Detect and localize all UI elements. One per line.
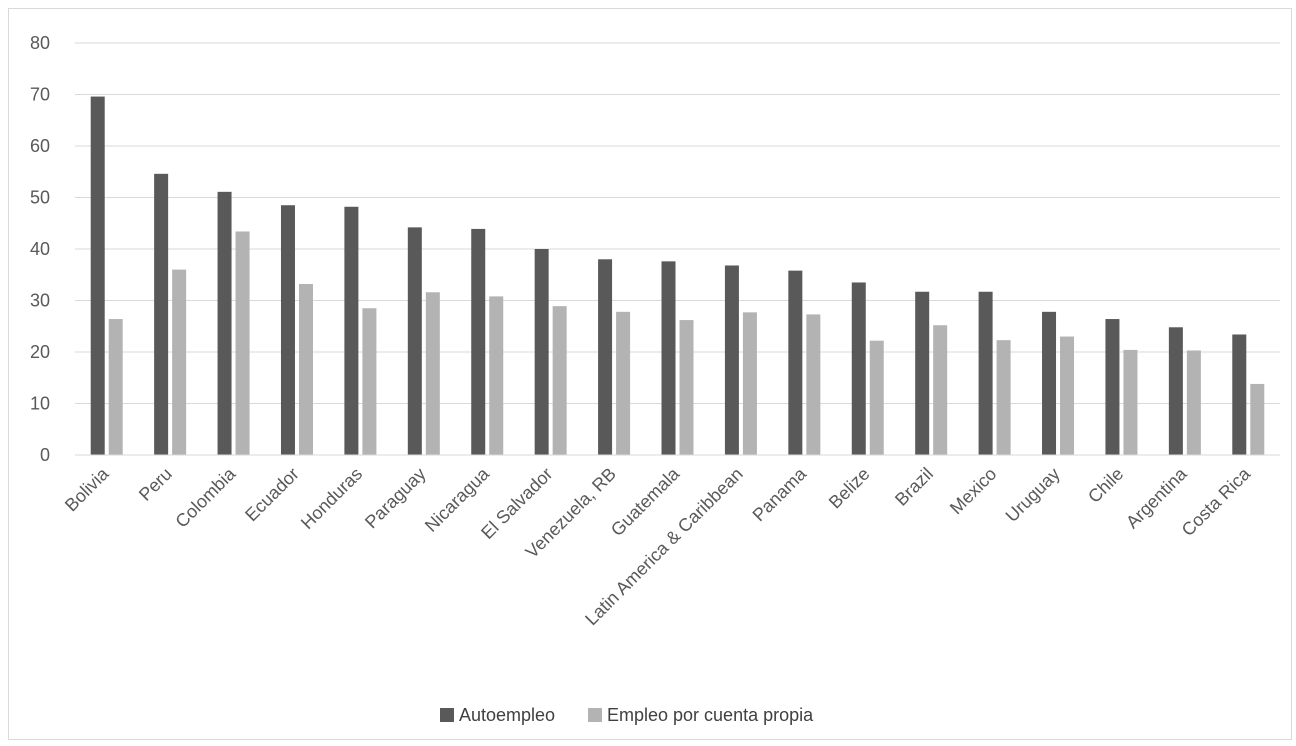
bars <box>90 96 1265 455</box>
y-tick-label: 50 <box>30 188 50 208</box>
x-tick-label: Mexico <box>946 464 1000 518</box>
bar-autoempleo <box>471 228 486 455</box>
y-tick-label: 40 <box>30 239 50 259</box>
bar-autoempleo <box>344 206 359 455</box>
x-tick-label: Peru <box>135 464 176 505</box>
bar-autoempleo <box>1105 319 1120 455</box>
bar-autoempleo <box>851 282 866 455</box>
bar-cuenta-propia <box>869 340 884 455</box>
bar-cuenta-propia <box>933 325 948 455</box>
bar-cuenta-propia <box>362 308 377 455</box>
gridlines <box>75 42 1280 404</box>
bar-cuenta-propia <box>1250 383 1265 455</box>
x-tick-label: Brazil <box>891 464 937 510</box>
bar-autoempleo <box>978 291 993 455</box>
x-tick-label: Colombia <box>171 463 240 532</box>
bar-cuenta-propia <box>806 314 821 455</box>
y-tick-label: 60 <box>30 136 50 156</box>
bar-autoempleo <box>598 259 613 455</box>
bar-cuenta-propia <box>235 231 250 455</box>
bar-cuenta-propia <box>489 296 504 455</box>
bar-autoempleo <box>788 270 803 455</box>
bar-autoempleo <box>407 227 422 455</box>
x-tick-label: Paraguay <box>361 464 430 533</box>
x-tick-label: Honduras <box>297 464 366 533</box>
y-tick-label: 70 <box>30 85 50 105</box>
bar-autoempleo <box>217 191 232 455</box>
bar-cuenta-propia <box>425 292 440 455</box>
legend-swatch <box>440 708 454 722</box>
legend-label: Empleo por cuenta propia <box>607 705 814 725</box>
bar-autoempleo <box>90 96 105 455</box>
x-tick-label: Chile <box>1084 464 1127 507</box>
bar-cuenta-propia <box>679 320 694 455</box>
bar-autoempleo <box>915 291 930 455</box>
bar-autoempleo <box>724 265 739 455</box>
bar-cuenta-propia <box>1186 350 1201 455</box>
bar-cuenta-propia <box>552 306 567 455</box>
x-tick-label: Belize <box>825 464 874 513</box>
bar-autoempleo <box>280 205 295 455</box>
bar-autoempleo <box>1232 334 1247 455</box>
y-tick-label: 0 <box>40 445 50 465</box>
y-tick-label: 10 <box>30 394 50 414</box>
bar-autoempleo <box>1168 327 1183 455</box>
bar-cuenta-propia <box>742 312 757 455</box>
x-tick-label: Costa Rica <box>1178 463 1255 540</box>
bar-cuenta-propia <box>108 319 123 455</box>
bar-cuenta-propia <box>1060 336 1075 455</box>
x-tick-label: Bolivia <box>61 463 113 515</box>
legend-swatch <box>588 708 602 722</box>
bar-autoempleo <box>154 173 169 455</box>
y-tick-label: 30 <box>30 291 50 311</box>
legend-label: Autoempleo <box>459 705 555 725</box>
bar-cuenta-propia <box>1123 349 1138 455</box>
x-tick-label: Panama <box>749 463 811 525</box>
bar-cuenta-propia <box>172 269 187 455</box>
y-tick-label: 80 <box>30 33 50 53</box>
y-axis: 0 10 20 30 40 50 60 70 80 <box>30 33 50 465</box>
bar-cuenta-propia <box>616 311 631 455</box>
y-tick-label: 20 <box>30 342 50 362</box>
legend: Autoempleo Empleo por cuenta propia <box>440 705 814 725</box>
x-tick-label: Ecuador <box>241 464 303 526</box>
bar-autoempleo <box>1042 311 1057 455</box>
bar-autoempleo <box>534 249 549 455</box>
bar-cuenta-propia <box>298 284 313 455</box>
x-tick-label: Uruguay <box>1002 464 1064 526</box>
bar-autoempleo <box>661 261 676 455</box>
bar-cuenta-propia <box>996 340 1011 455</box>
